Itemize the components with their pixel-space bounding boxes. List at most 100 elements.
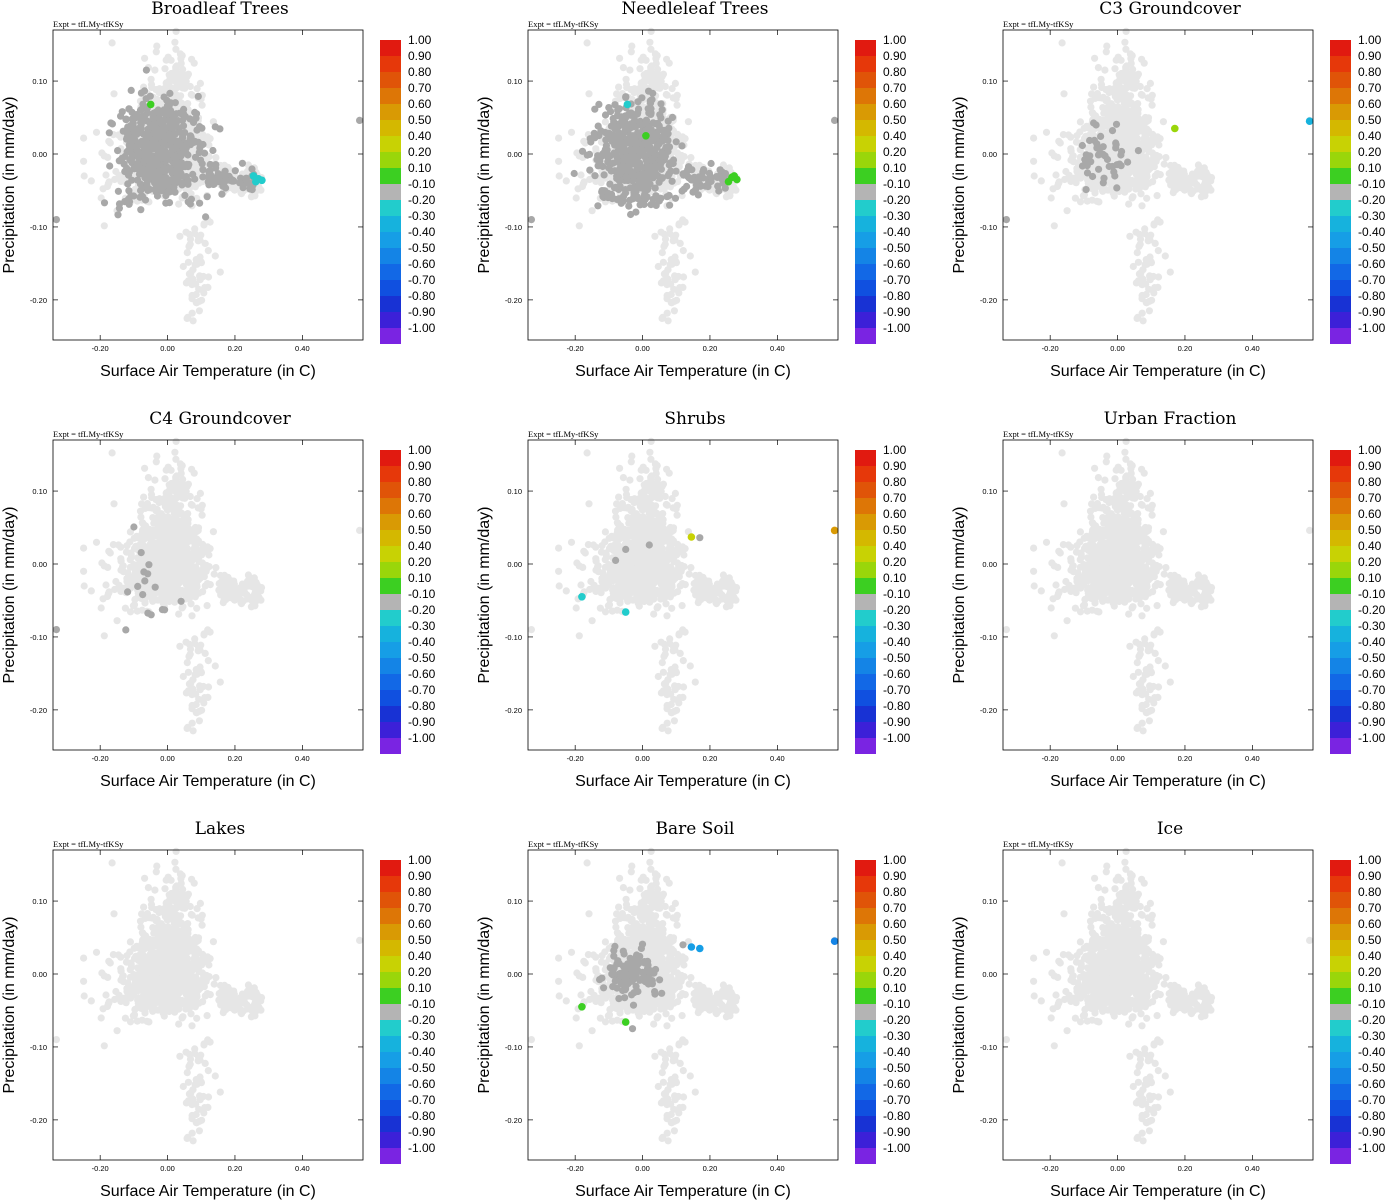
neutral-point: [129, 134, 137, 142]
colorbar-segment: [380, 232, 401, 248]
background-point: [182, 228, 190, 236]
background-point: [201, 134, 209, 142]
neutral-point: [162, 173, 170, 182]
neutral-point: [634, 98, 642, 106]
colorbar-segment: [1330, 56, 1351, 72]
neutral-point: [621, 126, 630, 134]
background-point: [668, 85, 676, 93]
background-point: [1129, 262, 1137, 271]
colorbar-tick-label: -0.60: [883, 257, 911, 271]
colorbar-tick-label: 0.60: [408, 97, 432, 111]
colorbar-tick-label: -0.80: [1358, 289, 1386, 303]
neutral-point: [193, 126, 201, 134]
neutral-point: [617, 133, 626, 141]
background-point: [198, 101, 206, 109]
neutral-point: [604, 189, 612, 197]
background-point: [665, 59, 673, 67]
neutral-point: [184, 176, 192, 185]
background-point: [80, 172, 88, 180]
colorbar-tick-label: 0.10: [408, 161, 432, 175]
background-point: [1177, 176, 1185, 184]
colorbar-tick-label: 0.80: [408, 65, 432, 79]
colorbar-segment: [380, 280, 401, 296]
neutral-point: [636, 159, 644, 167]
colorbar-segment: [1330, 296, 1351, 312]
colorbar-segment: [855, 216, 876, 232]
background-point: [189, 266, 197, 274]
neutral-point: [598, 152, 606, 160]
neutral-point: [585, 150, 594, 158]
neutral-point: [615, 105, 624, 113]
background-point: [203, 602, 211, 610]
background-point: [652, 52, 660, 60]
background-point: [1138, 202, 1146, 210]
colorbar-tick-label: 0.40: [883, 129, 907, 143]
background-point: [1160, 160, 1168, 168]
colorbar-segment: [855, 120, 876, 136]
neutral-point: [212, 161, 220, 169]
x-tick-label: 0.00: [1110, 344, 1125, 353]
background-point: [1058, 39, 1066, 47]
background-point: [658, 249, 666, 257]
neutral-point: [114, 147, 122, 155]
colorbar-tick-label: 0.40: [1358, 129, 1382, 143]
colorbar-segment: [1330, 328, 1351, 344]
x-tick-label: 0.00: [160, 344, 175, 353]
neutral-point: [151, 156, 159, 164]
x-tick-label: 0.40: [770, 344, 785, 353]
x-axis-label: Surface Air Temperature (in C): [1050, 363, 1266, 380]
background-point: [153, 42, 161, 50]
background-point: [555, 134, 563, 142]
colorbar-segment: [1330, 40, 1351, 56]
background-point: [1052, 171, 1060, 179]
neutral-point: [1099, 143, 1107, 151]
colorbar-segment: [380, 248, 401, 264]
background-point: [1088, 109, 1096, 117]
colorbar-tick-label: -1.00: [1358, 321, 1386, 335]
background-point: [627, 48, 635, 56]
background-point: [619, 64, 628, 72]
background-point: [1170, 161, 1179, 169]
neutral-point: [1117, 162, 1125, 170]
background-point: [193, 604, 201, 612]
colorbar-segment: [380, 104, 401, 120]
neutral-point: [660, 127, 669, 135]
y-tick-label: 0.10: [507, 77, 522, 86]
neutral-point: [140, 130, 148, 138]
colorbar-segment: [1330, 136, 1351, 152]
background-point: [191, 225, 199, 233]
background-point: [80, 157, 88, 165]
background-point: [1167, 168, 1175, 176]
colorbar-segment: [380, 136, 401, 152]
background-point: [1103, 95, 1111, 103]
colorbar-tick-label: -0.10: [408, 177, 436, 191]
background-point: [1122, 101, 1130, 109]
background-point: [188, 291, 196, 300]
neutral-point: [162, 151, 170, 159]
background-point: [663, 291, 671, 300]
colorbar-tick-label: 0.40: [408, 129, 432, 143]
background-point: [1127, 59, 1135, 67]
background-point: [1140, 59, 1148, 67]
colorbar-tick-label: -0.60: [408, 257, 436, 271]
background-point: [201, 239, 209, 247]
background-point: [661, 240, 669, 248]
neutral-point: [1093, 144, 1101, 152]
background-point: [658, 72, 666, 80]
neutral-point: [613, 111, 622, 120]
neutral-point: [1090, 136, 1098, 144]
background-point: [585, 90, 593, 98]
neutral-point: [651, 184, 659, 192]
neutral-point: [641, 182, 649, 191]
background-point: [99, 185, 107, 193]
neutral-point: [613, 174, 621, 183]
background-point: [1030, 172, 1038, 180]
highlight-point: [1171, 124, 1179, 133]
colorbar-tick-label: -0.40: [408, 225, 436, 239]
x-tick-label: 0.00: [635, 344, 650, 353]
background-point: [666, 225, 674, 233]
background-point: [212, 154, 220, 162]
neutral-point: [629, 195, 637, 203]
scatter-points: [527, 27, 839, 325]
